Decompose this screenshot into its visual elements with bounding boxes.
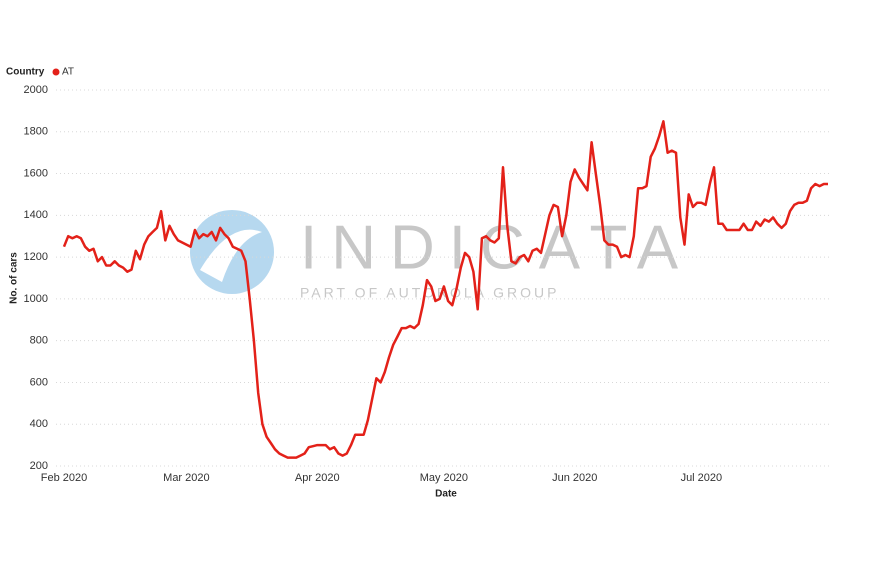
y-tick-label: 1400 xyxy=(24,209,48,221)
legend-label: AT xyxy=(62,67,74,78)
x-tick-label: Jun 2020 xyxy=(552,472,597,484)
watermark: INDICATA PART OF AUTOROLA GROUP xyxy=(190,210,692,301)
y-tick-label: 1600 xyxy=(24,167,48,179)
watermark-text: INDICATA xyxy=(300,213,692,282)
watermark-subtitle: PART OF AUTOROLA GROUP xyxy=(300,285,559,301)
y-axis-label: No. of cars xyxy=(9,252,20,304)
y-tick-label: 1000 xyxy=(24,293,48,305)
watermark-logo-swirl xyxy=(200,229,262,282)
y-tick-label: 600 xyxy=(30,376,48,388)
legend-title: Country xyxy=(6,67,45,78)
x-tick-label: Mar 2020 xyxy=(163,472,209,484)
series-line xyxy=(62,120,828,459)
x-tick-label: Apr 2020 xyxy=(295,472,340,484)
y-tick-label: 1200 xyxy=(24,251,48,263)
y-tick-label: 1800 xyxy=(24,126,48,138)
legend-marker xyxy=(52,68,60,76)
x-tick-label: Jul 2020 xyxy=(681,472,723,484)
y-tick-label: 200 xyxy=(30,460,48,472)
y-tick-label: 800 xyxy=(30,335,48,347)
x-tick-label: May 2020 xyxy=(420,472,468,484)
x-tick-label: Feb 2020 xyxy=(41,472,87,484)
x-axis-label: Date xyxy=(435,489,457,500)
y-tick-label: 400 xyxy=(30,418,48,430)
y-tick-label: 2000 xyxy=(24,84,48,96)
